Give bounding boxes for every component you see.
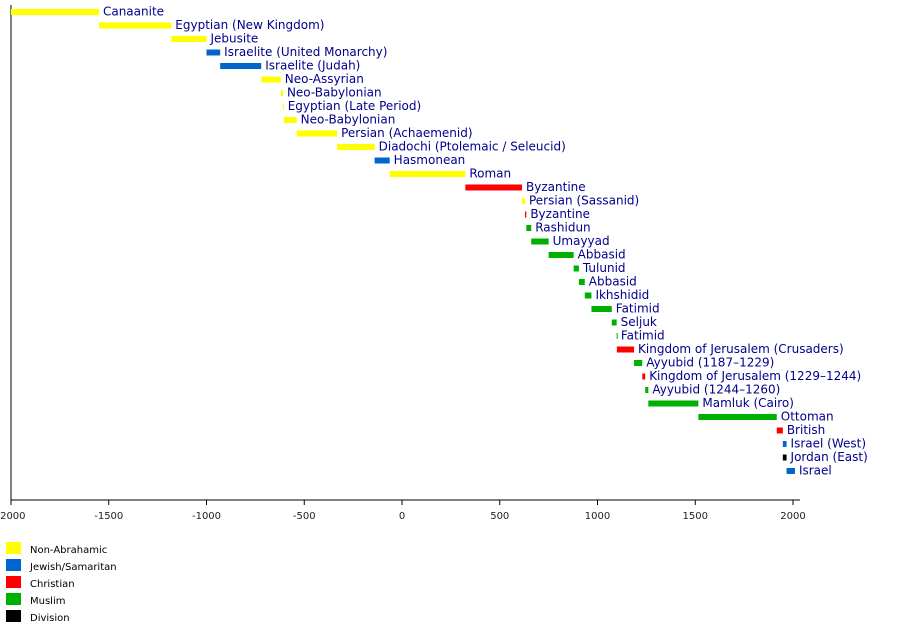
- bar-label: Ayyubid (1187–1229): [646, 356, 774, 370]
- legend-swatch: [6, 593, 21, 605]
- bar: [337, 144, 375, 150]
- bar-label: Persian (Achaemenid): [341, 126, 472, 140]
- bar-label: Ikhshidid: [595, 288, 649, 302]
- bar-label: Jordan (East): [790, 450, 868, 464]
- bar-label: Seljuk: [621, 315, 657, 329]
- bar: [584, 292, 592, 299]
- bar-label: Kingdom of Jerusalem (Crusaders): [638, 342, 844, 356]
- bar-label: Israelite (Judah): [265, 59, 360, 73]
- bar: [282, 103, 284, 110]
- legend-label: Jewish/Samaritan: [29, 562, 117, 573]
- bar: [776, 427, 783, 434]
- bar-label: Mamluk (Cairo): [702, 396, 794, 410]
- bar-label: Ottoman: [781, 410, 834, 424]
- bar-label: Tulunid: [582, 261, 626, 275]
- bar-label: Neo-Babylonian: [287, 86, 382, 100]
- bar: [98, 22, 172, 29]
- legend-label: Division: [30, 613, 70, 624]
- bar-label: Egyptian (Late Period): [288, 99, 421, 113]
- legend-label: Non-Abrahamic: [30, 545, 107, 556]
- x-tick-label: -1000: [192, 511, 221, 522]
- bar: [698, 414, 777, 420]
- bar: [786, 468, 795, 474]
- legend-label: Muslim: [30, 596, 65, 607]
- bar-label: Israel (West): [791, 437, 866, 451]
- x-tick-label: -500: [293, 511, 316, 522]
- bar-label: Diadochi (Ptolemaic / Seleucid): [379, 140, 566, 154]
- legend-swatch: [6, 542, 21, 554]
- x-tick-label: 500: [490, 511, 509, 522]
- bar-label: Neo-Babylonian: [301, 113, 396, 127]
- bar: [648, 400, 699, 407]
- bar-label: Umayyad: [553, 234, 610, 248]
- bar: [573, 265, 579, 272]
- bar: [220, 63, 262, 69]
- bar-label: Israel: [799, 464, 832, 478]
- bar: [611, 319, 617, 326]
- bar: [578, 279, 585, 285]
- bar-label: Egyptian (New Kingdom): [175, 18, 324, 32]
- x-tick-label: 0: [399, 511, 405, 522]
- bar-label: Jebusite: [210, 32, 259, 46]
- bar-label: Rashidun: [535, 221, 590, 235]
- bar-label: Fatimid: [621, 329, 665, 343]
- bar: [283, 117, 297, 123]
- bar: [280, 90, 283, 96]
- bar: [261, 76, 281, 83]
- legend-label: Christian: [30, 579, 75, 590]
- bar: [591, 306, 612, 312]
- bar: [524, 211, 527, 218]
- x-tick-label: 1000: [585, 511, 610, 522]
- bar-label: Kingdom of Jerusalem (1229–1244): [649, 369, 861, 383]
- bar: [616, 346, 635, 353]
- x-tick-label: 2000: [780, 511, 805, 522]
- bar-label: Byzantine: [526, 180, 586, 194]
- bar: [782, 454, 787, 461]
- bar-label: British: [787, 423, 825, 437]
- bar-label: Fatimid: [616, 302, 660, 316]
- bar: [616, 333, 618, 339]
- bar-label: Roman: [469, 167, 511, 181]
- bar: [526, 225, 532, 231]
- bar: [531, 238, 549, 245]
- bar: [645, 387, 649, 393]
- legend-swatch: [6, 559, 21, 571]
- bar: [548, 252, 574, 258]
- x-tick-label: 1500: [683, 511, 708, 522]
- bar: [522, 198, 525, 204]
- bar-label: Canaanite: [103, 5, 164, 19]
- bar: [374, 157, 390, 164]
- bar-label: Abbasid: [578, 248, 626, 262]
- bar-label: Israelite (United Monarchy): [224, 45, 387, 59]
- bar: [782, 441, 787, 447]
- bar: [206, 49, 221, 56]
- bar: [465, 184, 523, 191]
- bar-label: Hasmonean: [394, 153, 466, 167]
- bar: [634, 360, 643, 366]
- bar-label: Persian (Sassanid): [529, 194, 639, 208]
- legend-swatch: [6, 610, 21, 622]
- bar: [642, 373, 646, 380]
- bar-label: Byzantine: [530, 207, 590, 221]
- bar: [389, 171, 466, 177]
- bar: [11, 9, 99, 15]
- bar: [296, 130, 338, 137]
- legend-swatch: [6, 576, 21, 588]
- bar: [171, 36, 207, 42]
- bar-label: Abbasid: [589, 275, 637, 289]
- x-tick-label: -2000: [0, 511, 26, 522]
- x-tick-label: -1500: [94, 511, 123, 522]
- bar-label: Ayyubid (1244–1260): [652, 383, 780, 397]
- bar-label: Neo-Assyrian: [285, 72, 364, 86]
